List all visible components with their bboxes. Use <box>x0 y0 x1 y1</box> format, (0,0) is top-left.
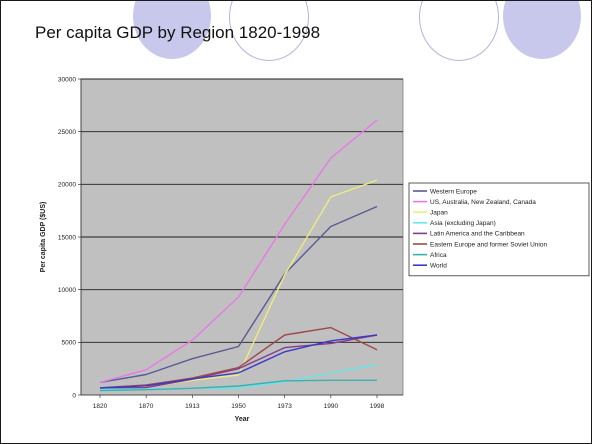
series-lines <box>99 119 378 392</box>
legend-label: Western Europe <box>430 188 477 195</box>
legend-label: World <box>430 263 447 270</box>
y-axis-label: Per capita GDP ($US) <box>40 202 47 273</box>
legend-label: Asia (excluding Japan) <box>430 220 496 227</box>
legend-label: Japan <box>430 210 448 217</box>
y-tick-label: 30000 <box>58 76 76 83</box>
series-line <box>99 334 378 389</box>
x-tick-label: 1973 <box>277 403 292 410</box>
legend-label: Latin America and the Caribbean <box>430 231 525 238</box>
slide-title: Per capita GDP by Region 1820-1998 <box>35 23 321 42</box>
y-tick-label: 5000 <box>62 340 77 347</box>
x-tick-label: 1998 <box>370 403 385 410</box>
series-line <box>99 119 378 384</box>
x-tick-label: 1950 <box>231 403 246 410</box>
x-tick-label: 1913 <box>185 403 200 410</box>
legend-label: Africa <box>430 252 447 259</box>
x-tick-label: 1990 <box>324 403 339 410</box>
y-tick-label: 0 <box>72 392 76 399</box>
x-axis-label: Year <box>235 416 250 423</box>
y-tick-label: 15000 <box>58 234 76 241</box>
legend-label: Eastern Europe and former Soviet Union <box>430 241 547 248</box>
y-tick-label: 20000 <box>58 182 76 189</box>
gridlines <box>81 78 403 343</box>
legend-box <box>408 182 590 277</box>
x-tick-label: 1870 <box>139 403 154 410</box>
series-line <box>99 326 378 389</box>
axes: 0 5000 10000 15000 20000 25000 30000 1820 1870 19… <box>40 76 403 423</box>
legend: Western Europe US, Australia, New Zealand… <box>408 182 590 277</box>
series-line <box>99 379 377 392</box>
x-tick-label: 1820 <box>93 403 108 410</box>
y-tick-label: 10000 <box>58 287 76 294</box>
y-tick-label: 25000 <box>58 129 76 136</box>
series-line <box>99 334 378 389</box>
series-line <box>99 205 378 384</box>
legend-label: US, Australia, New Zealand, Canada <box>430 199 536 206</box>
